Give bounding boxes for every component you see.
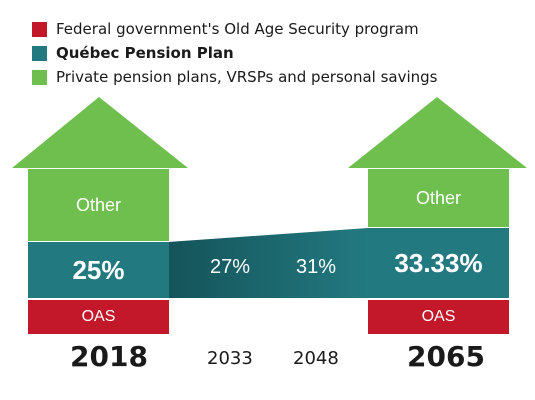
oas-block-2065: OAS [368,300,509,334]
qpp-pct-2033: 27% [210,256,251,278]
qpp-block-2018: 25% [28,242,169,298]
oas-label-2018: OAS [81,308,116,325]
oas-label-2065: OAS [421,308,456,325]
legend-item-qpp: Québec Pension Plan [32,41,438,65]
other-block-2018: Other [28,169,169,241]
other-block-2065: Other [368,169,509,227]
roof-2065 [348,97,527,168]
legend-label-private: Private pension plans, VRSPs and persona… [56,68,438,86]
other-label-2018: Other [75,194,122,215]
oas-block-2018: OAS [28,300,169,334]
legend-item-private: Private pension plans, VRSPs and persona… [32,65,438,89]
year-2033: 2033 [207,348,253,369]
year-2065: 2065 [407,340,485,373]
legend-item-oas: Federal government's Old Age Security pr… [32,17,438,41]
qpp-pct-2065: 33.33% [394,247,483,278]
other-label-2065: Other [415,187,462,208]
legend: Federal government's Old Age Security pr… [32,17,438,89]
year-2018: 2018 [70,340,148,373]
qpp-swatch [32,45,47,61]
roof-2018 [12,97,188,168]
legend-label-oas: Federal government's Old Age Security pr… [56,20,419,38]
qpp-pct-2048: 31% [296,256,337,278]
qpp-block-2065: 33.33% [368,228,509,298]
qpp-pct-2018: 25% [72,254,125,285]
oas-swatch [32,21,47,37]
private-swatch [32,69,47,85]
legend-label-qpp: Québec Pension Plan [56,44,234,62]
year-2048: 2048 [293,348,339,369]
qpp-band-shape [168,228,368,298]
